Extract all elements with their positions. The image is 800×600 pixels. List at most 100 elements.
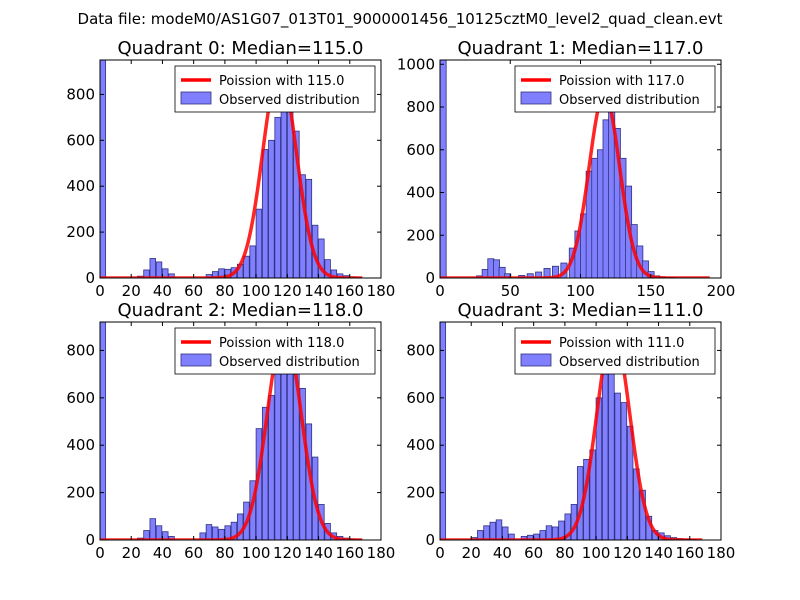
chart-panel-0: 0 20 40 60 80 100 120 140 160 180 0 200 400 600 800 Qua… <box>66 38 395 300</box>
histogram-bar <box>155 525 163 540</box>
chart-panel-3: 0 20 40 60 80 100 120 140 160 180 0 200 400 600 800 Qua… <box>406 300 735 562</box>
x-tick-label: 60 <box>184 282 203 300</box>
x-tick-label: 180 <box>367 282 396 300</box>
legend-model-label: Poission with 118.0 <box>219 336 344 351</box>
x-tick-label: 160 <box>335 282 364 300</box>
histogram-bar <box>211 271 219 278</box>
x-tick-label: 60 <box>524 544 543 562</box>
y-tick-label: 800 <box>66 85 95 103</box>
y-tick-label: 600 <box>406 389 435 407</box>
legend: Poission with 115.0 Observed distribution <box>174 65 376 113</box>
y-tick-label: 800 <box>406 341 435 359</box>
histogram-bar <box>168 536 175 540</box>
legend-bar-swatch <box>520 91 552 105</box>
legend-model-label: Poission with 111.0 <box>559 336 684 351</box>
y-tick-label: 400 <box>66 436 95 454</box>
y-tick-label: 400 <box>406 436 435 454</box>
legend-bar-swatch <box>180 91 212 105</box>
y-tick-label: 600 <box>66 389 95 407</box>
legend: Poission with 118.0 Observed distribution <box>174 327 376 375</box>
x-tick-label: 80 <box>555 544 574 562</box>
histogram-bar <box>552 526 559 540</box>
histogram-bar <box>280 96 288 278</box>
x-tick-label: 60 <box>184 544 203 562</box>
panels-group: 0 20 40 60 80 100 120 140 160 1800200400600800Qua… <box>66 38 735 562</box>
histogram-bar <box>268 139 275 278</box>
histogram-bar <box>100 60 107 278</box>
x-tick-label: 80 <box>215 282 234 300</box>
y-tick-label: 200 <box>66 223 95 241</box>
chart-panel-1: 0 50 100 150 200 0 200 400 600 800 1000 Quadrant 1:… <box>397 38 736 300</box>
axes-frame <box>99 321 382 541</box>
histogram-bar <box>608 354 615 540</box>
legend-observed-label: Observed distribution <box>559 355 700 370</box>
histogram-bar <box>293 130 300 278</box>
x-tick-label: 50 <box>501 282 520 300</box>
legend-model-label: Poission with 117.0 <box>559 74 684 89</box>
x-tick-label: 160 <box>675 544 704 562</box>
legend: Poission with 117.0 Observed distribution <box>514 65 716 113</box>
y-tick-label: 200 <box>406 226 435 244</box>
x-tick-label: 20 <box>122 544 141 562</box>
x-tick-label: 160 <box>335 544 364 562</box>
x-tick-label: 0 <box>435 282 445 300</box>
histogram-bar <box>483 525 490 540</box>
histogram-bar <box>261 406 269 540</box>
legend-bar-swatch <box>520 353 552 367</box>
x-tick-label: 200 <box>707 282 736 300</box>
poisson-model-curve <box>100 329 363 540</box>
y-tick-label: 400 <box>66 177 95 195</box>
histogram-bar <box>155 261 163 278</box>
poisson-model-curve <box>440 329 703 540</box>
x-tick-label: 120 <box>613 544 642 562</box>
histogram-bar <box>299 387 306 540</box>
histogram-bar <box>211 526 219 540</box>
x-tick-label: 100 <box>582 544 611 562</box>
histogram-bar <box>149 518 156 540</box>
x-tick-label: 150 <box>636 282 665 300</box>
panel-title: Quadrant 0: Median=115.0 <box>118 38 364 59</box>
axes-frame <box>439 321 722 541</box>
histogram-bar <box>268 395 275 540</box>
legend-bar-swatch <box>180 353 212 367</box>
x-tick-label: 100 <box>566 282 595 300</box>
histogram-bar <box>502 526 509 540</box>
histogram-bar <box>249 245 256 278</box>
histogram-bar <box>543 267 551 278</box>
x-tick-label: 80 <box>215 544 234 562</box>
histogram-bar <box>440 322 447 540</box>
x-tick-label: 140 <box>304 282 333 300</box>
y-tick-label: 0 <box>85 269 95 287</box>
histogram-bar <box>162 531 169 540</box>
histogram-bar <box>274 116 281 278</box>
figure-suptitle: Data file: modeM0/AS1G07_013T01_90000014… <box>78 10 723 29</box>
legend: Poission with 111.0 Observed distribution <box>514 327 716 375</box>
y-tick-label: 600 <box>66 131 95 149</box>
histogram-bar <box>545 525 553 540</box>
plot-area <box>440 322 703 540</box>
histogram-bar <box>218 528 225 540</box>
x-tick-label: 20 <box>122 282 141 300</box>
histogram-bar <box>489 521 496 540</box>
panel-title: Quadrant 2: Median=118.0 <box>118 300 364 321</box>
histogram-bar <box>255 208 263 278</box>
legend-observed-label: Observed distribution <box>559 93 700 108</box>
histogram-bar <box>243 255 250 278</box>
histogram-bar <box>230 521 238 540</box>
x-tick-label: 40 <box>153 544 172 562</box>
histogram-bar <box>324 259 331 278</box>
y-tick-label: 400 <box>406 184 435 202</box>
x-tick-label: 100 <box>242 544 271 562</box>
x-tick-label: 100 <box>242 282 271 300</box>
histogram-bar <box>504 273 512 278</box>
y-tick-label: 800 <box>406 98 435 116</box>
legend-observed-label: Observed distribution <box>219 355 360 370</box>
axes-frame <box>99 59 382 279</box>
histogram-bar <box>261 149 269 278</box>
x-tick-label: 120 <box>273 544 302 562</box>
histogram-bar <box>100 322 107 540</box>
y-tick-label: 600 <box>406 141 435 159</box>
x-tick-label: 0 <box>435 544 445 562</box>
y-tick-label: 1000 <box>397 55 435 73</box>
